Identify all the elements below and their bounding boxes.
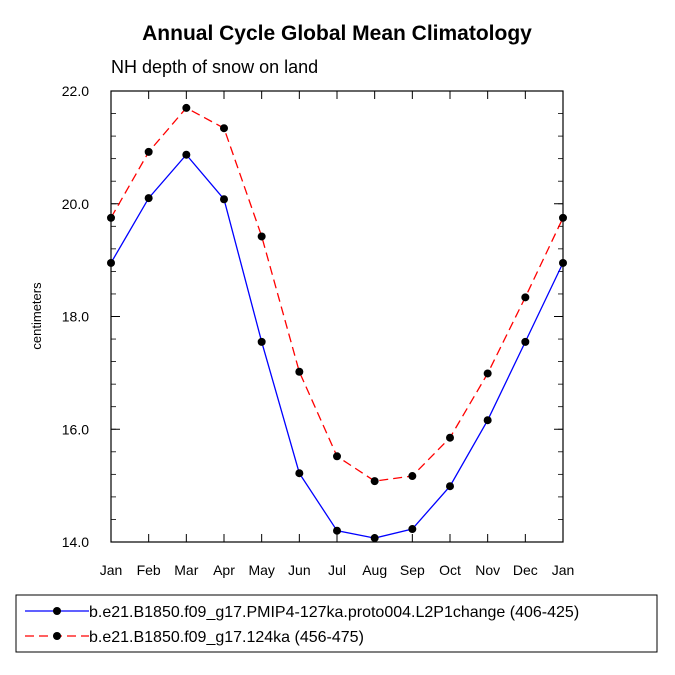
data-point: [295, 469, 304, 478]
data-point: [257, 337, 266, 346]
y-tick-label: 20.0: [62, 196, 89, 212]
y-tick-label: 16.0: [62, 421, 89, 437]
x-tick-label: Dec: [513, 562, 538, 578]
data-point: [220, 124, 228, 133]
x-tick-label: Aug: [362, 562, 387, 578]
x-tick-label: May: [248, 562, 274, 578]
x-tick-label: Apr: [213, 562, 235, 578]
data-point: [333, 526, 341, 535]
x-tick-label: Feb: [137, 562, 161, 578]
data-point: [295, 367, 304, 376]
data-point: [408, 525, 417, 534]
legend-marker: [53, 632, 61, 640]
plot-frame: [110, 90, 564, 543]
legend: b.e21.B1850.f09_g17.PMIP4-127ka.proto004…: [15, 594, 658, 653]
data-point: [483, 369, 492, 378]
x-tick-label: Jan: [100, 562, 123, 578]
data-point: [144, 194, 153, 203]
data-point: [483, 416, 492, 425]
y-tick-label: 22.0: [62, 83, 89, 99]
x-tick-label: Jan: [552, 562, 575, 578]
data-point: [559, 258, 567, 267]
legend-label: b.e21.B1850.f09_g17.124ka (456-475): [89, 629, 364, 646]
series-layer: [107, 103, 567, 543]
x-tick-label: Jul: [328, 562, 346, 578]
data-point: [370, 477, 379, 486]
data-point: [446, 482, 454, 491]
x-tick-label: Oct: [439, 562, 461, 578]
data-point: [182, 150, 191, 159]
legend-label: b.e21.B1850.f09_g17.PMIP4-127ka.proto004…: [89, 604, 579, 621]
data-point: [107, 258, 115, 267]
data-point: [182, 103, 191, 112]
y-tick-label: 18.0: [62, 309, 89, 325]
y-axis: 14.0 16.0 18.0 20.0 22.0: [62, 83, 563, 550]
x-tick-label: Sep: [400, 562, 425, 578]
x-axis: Jan Feb Mar Apr May Jun Jul Aug Sep Oct Nov Dec Jan: [100, 91, 575, 578]
data-point: [559, 213, 567, 222]
y-tick-label: 14.0: [62, 534, 89, 550]
data-point: [107, 213, 115, 222]
data-point: [370, 534, 379, 543]
x-tick-label: Mar: [174, 562, 198, 578]
data-point: [144, 147, 153, 156]
data-point: [521, 293, 530, 302]
legend-box: [15, 594, 658, 653]
series-line-1: [110, 153, 564, 539]
data-point: [220, 195, 228, 204]
y-axis-label: centimeters: [29, 282, 44, 350]
chart-subtitle: NH depth of snow on land: [111, 57, 318, 77]
legend-marker: [53, 607, 61, 615]
data-point: [257, 232, 266, 241]
x-tick-label: Jun: [288, 562, 311, 578]
data-point: [333, 452, 341, 461]
data-point: [446, 433, 454, 442]
data-point: [521, 337, 530, 346]
chart-title: Annual Cycle Global Mean Climatology: [142, 22, 532, 45]
data-point: [408, 472, 417, 481]
x-tick-label: Nov: [475, 562, 500, 578]
